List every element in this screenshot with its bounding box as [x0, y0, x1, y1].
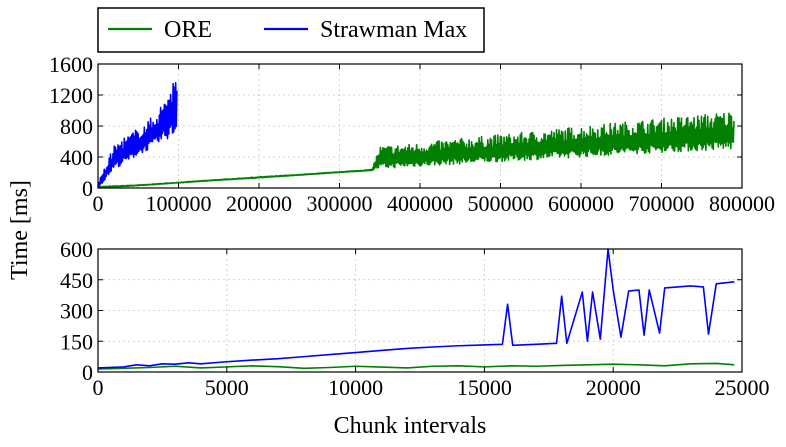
bottom-x-ticks: 0 5000 10000 15000 20000 25000	[93, 249, 770, 400]
bottom-series-ore	[97, 362, 735, 370]
top-series-layer	[97, 82, 735, 189]
bottom-y-tick-label: 450	[60, 268, 93, 293]
y-axis-label: Time [ms]	[7, 180, 33, 280]
top-chart: 0 100000 200000 300000 400000 500000 600000 700…	[49, 52, 775, 216]
top-y-tick-label: 1200	[49, 83, 93, 108]
top-x-tick-label: 500000	[468, 191, 534, 216]
bottom-y-tick-label: 0	[82, 360, 93, 385]
top-x-tick-label: 200000	[226, 191, 292, 216]
top-x-tick-label: 600000	[548, 191, 614, 216]
top-x-tick-label: 400000	[387, 191, 453, 216]
bottom-series-layer	[97, 248, 735, 370]
x-axis-label: Chunk intervals	[334, 413, 487, 439]
bottom-x-tick-label: 15000	[457, 375, 512, 400]
legend-label-ore: ORE	[164, 17, 212, 43]
bottom-y-ticks: 0 150 300 450 600	[60, 237, 742, 385]
top-series-strawman-max	[97, 82, 178, 189]
legend-label-strawman-max: Strawman Max	[320, 17, 467, 43]
bottom-x-tick-label: 5000	[205, 375, 249, 400]
top-y-tick-label: 0	[82, 176, 93, 201]
top-x-tick-label: 0	[93, 191, 104, 216]
legend: ORE Strawman Max	[97, 7, 485, 53]
bottom-x-tick-label: 25000	[715, 375, 770, 400]
bottom-x-tick-label: 10000	[328, 375, 383, 400]
top-y-tick-label: 400	[60, 145, 93, 170]
top-series-ore	[97, 112, 735, 189]
top-y-tick-label: 1600	[49, 52, 93, 77]
top-x-ticks: 0 100000 200000 300000 400000 500000 600000 700…	[93, 64, 775, 216]
bottom-y-tick-label: 600	[60, 237, 93, 262]
top-x-tick-label: 700000	[629, 191, 695, 216]
top-x-tick-label: 300000	[307, 191, 373, 216]
bottom-chart: 0 5000 10000 15000 20000 25000 0150300450600 …	[60, 237, 770, 439]
top-y-tick-label: 800	[60, 114, 93, 139]
bottom-x-tick-label: 0	[93, 375, 104, 400]
bottom-grid	[98, 249, 742, 372]
bottom-y-tick-label: 300	[60, 299, 93, 324]
bottom-x-tick-label: 20000	[586, 375, 641, 400]
bottom-y-tick-label: 150	[60, 329, 93, 354]
bottom-series-strawman-max	[97, 248, 735, 369]
top-y-ticks: 0 400 800 1200 1600	[49, 52, 742, 201]
top-x-tick-label: 800000	[709, 191, 775, 216]
top-x-tick-label: 100000	[146, 191, 212, 216]
top-grid	[98, 64, 742, 188]
